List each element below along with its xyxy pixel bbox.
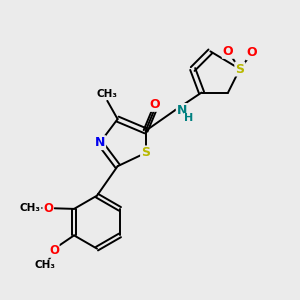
Text: S: S	[235, 62, 244, 76]
Text: CH₃: CH₃	[20, 203, 41, 213]
Text: O: O	[49, 244, 59, 257]
Text: N: N	[176, 104, 187, 117]
Text: S: S	[141, 146, 150, 159]
Text: N: N	[95, 136, 105, 149]
Text: CH₃: CH₃	[35, 260, 56, 270]
Text: H: H	[184, 113, 193, 124]
Text: O: O	[223, 45, 233, 58]
Text: O: O	[149, 98, 160, 111]
Text: O: O	[43, 202, 53, 215]
Text: CH₃: CH₃	[97, 89, 118, 99]
Text: O: O	[247, 46, 257, 59]
